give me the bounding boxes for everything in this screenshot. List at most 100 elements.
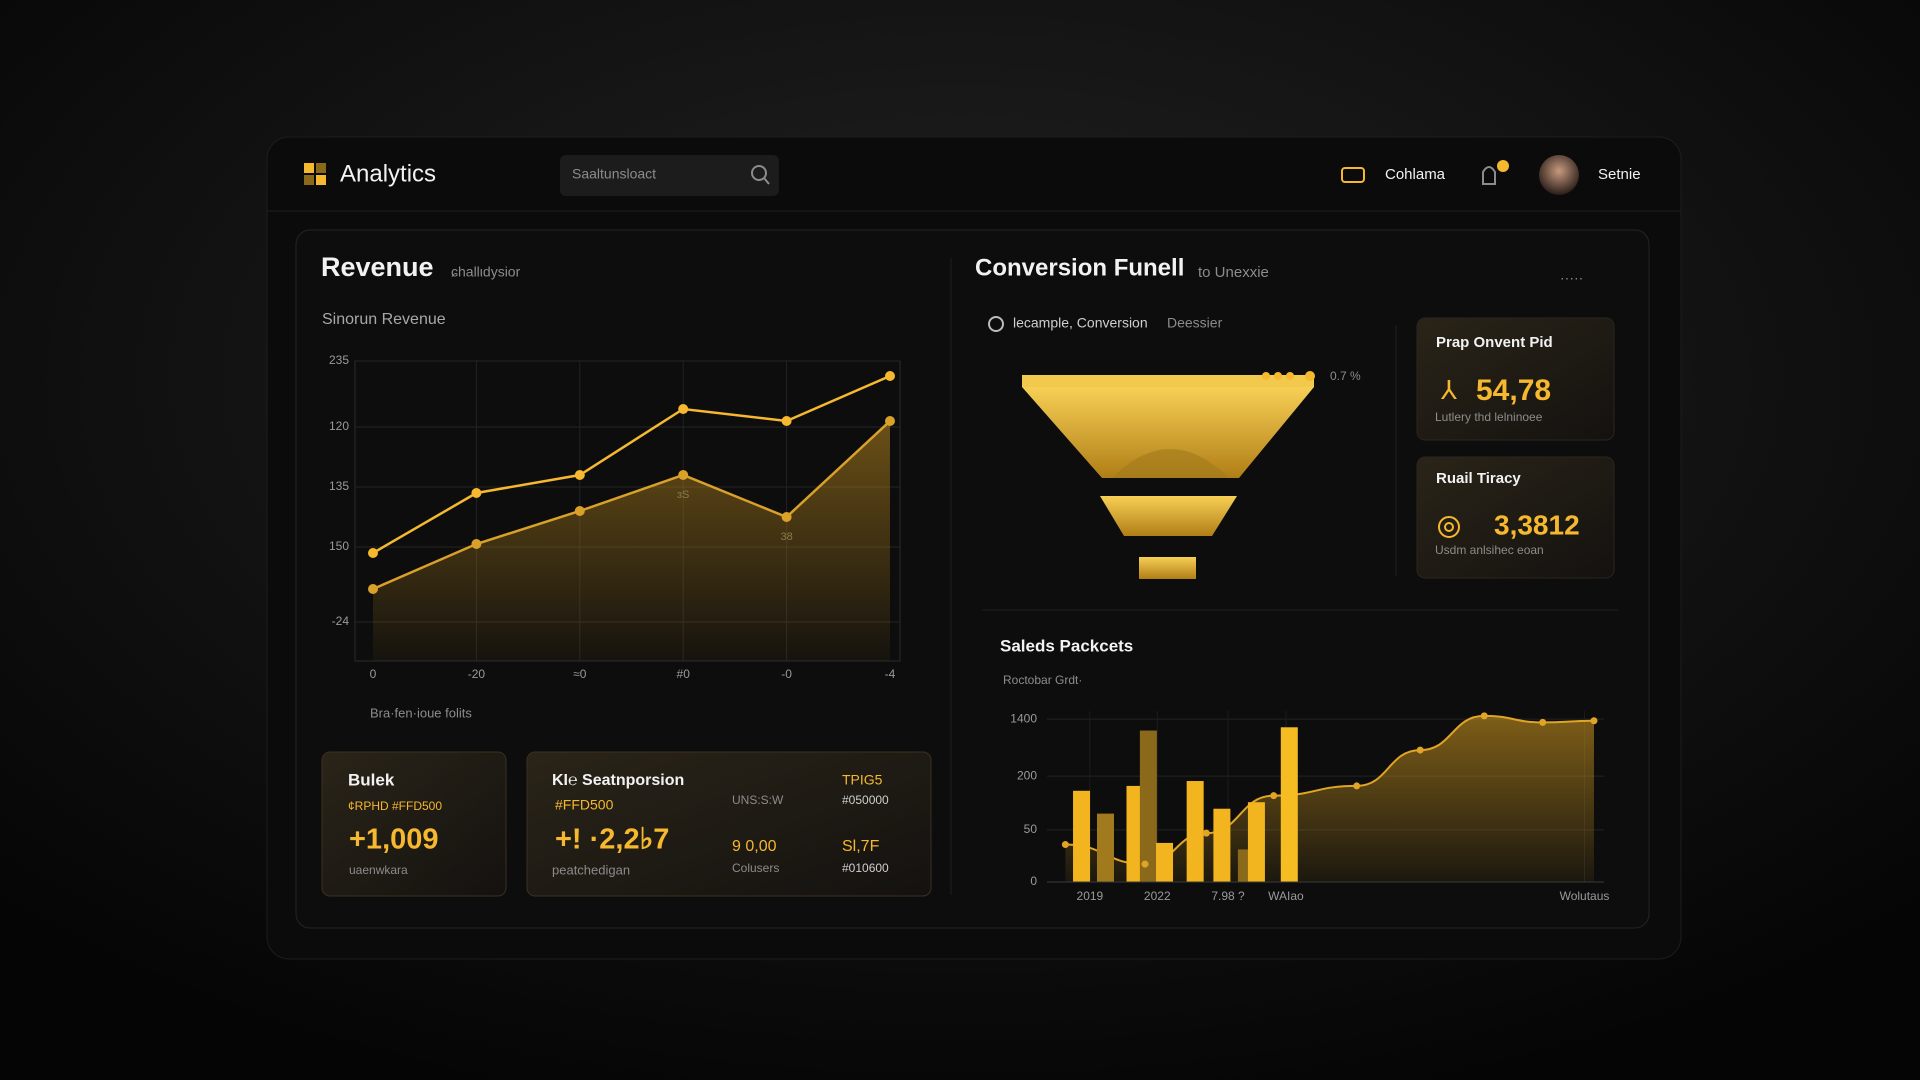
y-tick-label: 120 [329, 419, 349, 433]
bar [1139, 730, 1157, 882]
point [1270, 792, 1278, 800]
funnel-shade [1112, 449, 1229, 478]
point [574, 506, 585, 516]
search-icon [751, 165, 767, 181]
bar [1213, 808, 1231, 882]
point [368, 548, 378, 558]
y-tick-label: 235 [329, 353, 349, 367]
kpi-value: 3,3812 [1494, 509, 1580, 540]
kpi-card [1416, 456, 1615, 579]
x-tick-label: 7.98 ? [1211, 889, 1245, 903]
x-tick-label: Wolutaus [1560, 889, 1610, 903]
kpi-note: Usdm anlsihec eoan [1435, 543, 1544, 557]
point [471, 488, 482, 498]
y-tick-label: 150 [329, 539, 349, 553]
funnel-dot [1286, 372, 1294, 380]
chart-subtitle: Roctobar Grdt· [1003, 673, 1082, 687]
section-title: Saleds Packcets [1000, 636, 1133, 655]
point [885, 371, 895, 381]
x-tick-label: #0 [677, 667, 691, 681]
y-tick-label: 135 [329, 479, 349, 493]
kpi-title: Ruail Tiracy [1436, 470, 1521, 487]
funnel-stage [1100, 496, 1237, 536]
point [1141, 860, 1149, 868]
x-tick-label: -4 [885, 667, 896, 681]
stat-code: #050000 [842, 793, 889, 807]
stat-note: #010600 [842, 861, 889, 875]
point [1539, 718, 1547, 726]
section-title: Revenue [321, 252, 434, 282]
funnel-stage [1139, 557, 1196, 579]
notification-dot [1497, 160, 1509, 172]
stat-value: +! ·2,2♭7 [555, 824, 669, 856]
bar [1096, 813, 1114, 882]
legend-marker [988, 316, 1004, 332]
x-tick-label: -20 [468, 667, 486, 681]
kpi-title: Prap Onvent Pid [1436, 334, 1553, 351]
funnel-dot [1274, 372, 1282, 380]
stat-card [526, 751, 932, 897]
funnel-stage [1022, 387, 1314, 478]
search-placeholder: Saaltunsloact [572, 166, 656, 182]
stat-note: peatchedigan [552, 862, 630, 877]
point [471, 539, 482, 549]
line [372, 374, 891, 555]
point [1480, 712, 1488, 720]
y-tick-label: 0 [1030, 874, 1037, 888]
x-tick-label: -0 [781, 667, 792, 681]
point [1416, 746, 1424, 754]
stat-label: TPIG5 [842, 772, 883, 788]
chart-title: Sinorun Revenue [322, 311, 446, 328]
stat-value: +1,009 [349, 824, 439, 856]
point [1353, 782, 1361, 790]
point [1061, 841, 1069, 849]
funnel-label: 0.7 % [1330, 369, 1361, 383]
area [373, 421, 890, 661]
funnel-dot [1305, 371, 1315, 381]
kpi-icon [1438, 516, 1460, 538]
y-tick-label: 200 [1017, 768, 1037, 782]
x-tick-label: WAIao [1268, 889, 1304, 903]
annotation: 38 [780, 531, 792, 543]
bar [1156, 842, 1174, 882]
stat-label: UNS:S:W [732, 793, 784, 807]
logo [304, 175, 314, 185]
stat-card [321, 751, 507, 897]
workspace-name[interactable]: Cohlama [1385, 166, 1446, 183]
bar [1073, 790, 1091, 882]
y-tick-label: -24 [332, 614, 350, 628]
y-tick-label: 1400 [1010, 711, 1037, 725]
stat-note: uaenwkara [349, 863, 408, 877]
stat-code: #FFD500 [555, 797, 614, 813]
bar [1247, 802, 1265, 882]
stat-code: ¢RPHD #FFD500 [348, 799, 442, 813]
legend-item: lecample, Conversion [1013, 315, 1148, 331]
bar [1186, 781, 1204, 882]
bar [1280, 727, 1298, 882]
x-tick-label: ≈0 [573, 667, 587, 681]
section-title: Conversion Funell [975, 254, 1184, 281]
x-tick-label: 2019 [1077, 889, 1104, 903]
search-box[interactable] [560, 155, 779, 196]
y-tick-label: 50 [1024, 822, 1038, 836]
bell-icon[interactable] [1482, 166, 1496, 185]
stat-title: KI℮ Seatnporsion [552, 772, 684, 789]
point [885, 416, 895, 426]
funnel-top [1022, 375, 1314, 387]
x-tick-label: 2022 [1144, 889, 1171, 903]
more-menu[interactable]: ····· [1560, 270, 1583, 286]
stat-title: Bulek [348, 770, 395, 789]
bar [1126, 785, 1144, 882]
logo [316, 163, 326, 173]
kpi-icon: ⅄ [1440, 375, 1457, 405]
chart-caption: Bra·fen·ioue folits [370, 705, 472, 720]
section-subtitle: ɕhallιdysior [451, 264, 521, 280]
avatar[interactable] [1539, 155, 1579, 195]
point [574, 470, 585, 480]
point [678, 470, 689, 480]
point [1202, 829, 1210, 837]
line [372, 420, 891, 591]
point [368, 584, 378, 594]
